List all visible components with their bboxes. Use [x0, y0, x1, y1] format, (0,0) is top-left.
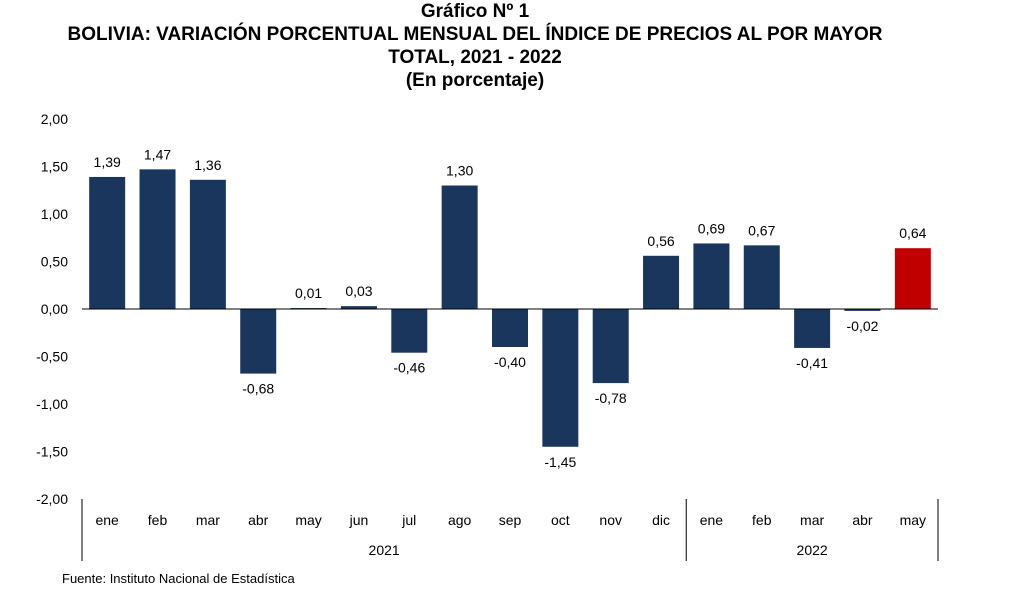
bar: [441, 185, 478, 309]
x-tick-label: oct: [551, 512, 570, 528]
bar: [391, 309, 428, 353]
data-label: -0,41: [796, 355, 828, 371]
chart-title-line2: TOTAL, 2021 - 2022: [388, 47, 562, 68]
x-tick-label: abr: [248, 512, 269, 528]
data-label: -0,40: [494, 354, 526, 370]
bar: [240, 309, 277, 374]
y-tick-label: -1,00: [36, 396, 68, 412]
chart-subtitle: (En porcentaje): [405, 70, 545, 91]
x-tick-label: abr: [852, 512, 873, 528]
bar: [743, 245, 780, 309]
chart-title-line1: BOLIVIA: VARIACIÓN PORCENTUAL MENSUAL DE…: [67, 24, 883, 45]
bar: [89, 176, 126, 309]
y-tick-label: -2,00: [36, 491, 68, 507]
data-label: 1,39: [94, 154, 121, 170]
data-label: 0,03: [345, 283, 372, 299]
x-tick-label: ene: [700, 512, 724, 528]
y-tick-label: 1,50: [41, 159, 68, 175]
chart-number: Gráfico Nº 1: [420, 1, 530, 22]
y-tick-label: -0,50: [36, 349, 68, 365]
x-tick-label: sep: [499, 512, 522, 528]
data-label: 1,30: [446, 163, 473, 179]
x-tick-label: mar: [196, 512, 220, 528]
data-label: -0,02: [847, 318, 879, 334]
y-tick-label: -1,50: [36, 444, 68, 460]
year-label: 2021: [369, 542, 400, 558]
source-note: Fuente: Instituto Nacional de Estadístic…: [62, 571, 295, 586]
year-label: 2022: [797, 542, 828, 558]
bar: [844, 309, 881, 311]
bar: [592, 309, 629, 384]
bar: [139, 169, 176, 309]
data-label: 1,36: [194, 157, 221, 173]
x-tick-label: jun: [349, 512, 369, 528]
data-label: -0,68: [242, 381, 274, 397]
x-tick-label: dic: [652, 512, 670, 528]
bar: [492, 309, 528, 347]
data-label: -0,46: [393, 360, 425, 376]
bar: [340, 306, 377, 309]
y-tick-label: 1,00: [41, 206, 68, 222]
data-label: 0,01: [295, 285, 322, 301]
data-label: 0,64: [899, 225, 926, 241]
x-tick-label: feb: [148, 512, 168, 528]
x-tick-label: mar: [800, 512, 824, 528]
x-tick-label: ago: [448, 512, 472, 528]
y-tick-label: 0,00: [41, 301, 68, 317]
x-tick-label: nov: [599, 512, 622, 528]
chart-title-block: Gráfico Nº 1 BOLIVIA: VARIACIÓN PORCENTU…: [0, 0, 950, 92]
data-label: 0,67: [748, 222, 775, 238]
data-label: -0,78: [595, 390, 627, 406]
x-tick-label: may: [295, 512, 321, 528]
bar: [643, 255, 680, 309]
x-tick-label: ene: [95, 512, 119, 528]
bar: [894, 248, 931, 309]
y-tick-label: 0,50: [41, 254, 68, 270]
bar: [693, 243, 730, 309]
bar: [189, 179, 226, 309]
data-label: -1,45: [544, 454, 576, 470]
x-tick-label: feb: [752, 512, 772, 528]
bar: [794, 309, 831, 348]
data-label: 0,69: [698, 220, 725, 236]
x-tick-label: may: [900, 512, 926, 528]
data-label: 0,56: [647, 233, 674, 249]
x-tick-label: jul: [401, 512, 416, 528]
bar: [542, 309, 579, 447]
y-tick-label: 2,00: [41, 111, 68, 127]
data-label: 1,47: [144, 146, 171, 162]
